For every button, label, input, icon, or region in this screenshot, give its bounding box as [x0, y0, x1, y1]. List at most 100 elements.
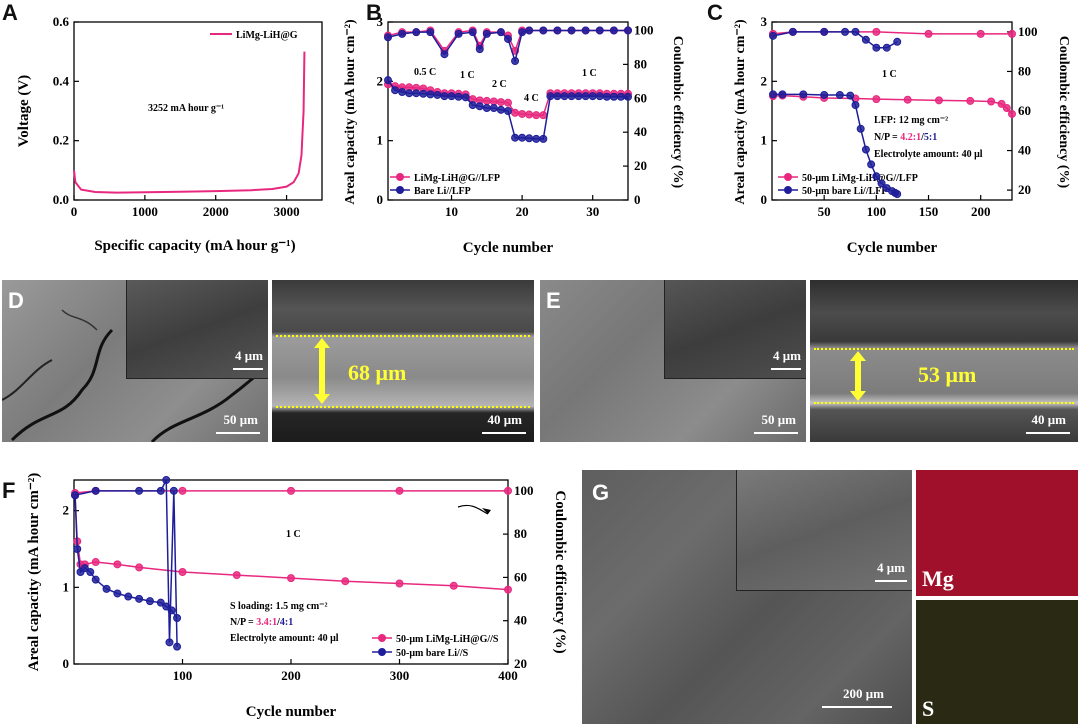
chart-f-y2label: Coulombic efficiency (%)	[552, 490, 568, 653]
chart-b-ylabel: Areal capacity (mA hour cm⁻²)	[343, 19, 358, 205]
B-series-1-point-4	[412, 89, 421, 98]
chart-f-info-0: S loading: 1.5 mg cm⁻²	[230, 601, 327, 612]
B-y2tick-label-5: 100	[634, 22, 654, 37]
panel-c-label: C	[707, 0, 723, 25]
F-series-3-point-4	[162, 476, 171, 484]
C-ytick-label-3: 3	[761, 14, 768, 29]
B-series-0-point-16	[496, 98, 505, 107]
eds-map-mg: Mg	[916, 470, 1078, 596]
A-ytick-label-0: 0.0	[53, 192, 69, 207]
sem-d-cross-scalebar	[482, 432, 526, 434]
chart-a-legend: LiMg-LiH@G	[236, 30, 298, 41]
B-series-3-point-4	[440, 50, 449, 59]
B-series-0-point-15	[489, 97, 498, 106]
C-series-3-point-2	[820, 27, 829, 36]
B-series-3-point-8	[482, 29, 491, 38]
sem-g-inset-scalebar-label: 4 μm	[877, 560, 905, 575]
B-series-1-point-18	[511, 133, 520, 142]
C-ytick-label-2: 2	[761, 73, 768, 88]
chart-f-info-2: Electrolyte amount: 40 μl	[230, 633, 339, 644]
F-series-3-point-6	[169, 486, 178, 495]
C-series-1-point-11	[877, 179, 886, 188]
B-series-1-point-29	[588, 92, 597, 101]
C-series-1-point-1	[778, 90, 787, 99]
F-y2tick-label-1: 40	[514, 613, 527, 628]
sem-e-scalebar	[754, 432, 798, 434]
F-xtick-label-0: 100	[173, 668, 193, 683]
eds-map-mg-label: Mg	[922, 566, 954, 591]
F-xtick-label-1: 200	[281, 668, 301, 683]
B-y2tick-label-1: 20	[634, 158, 647, 173]
B-series-3-point-9	[496, 28, 505, 37]
chart-b-y2label: Coulombic efficiency (%)	[670, 36, 685, 189]
B-series-3-point-17	[581, 26, 590, 35]
sem-e-thickness: 53 μm	[918, 362, 977, 387]
sem-d-inset-scalebar	[233, 368, 263, 370]
sem-g-scalebar	[822, 706, 892, 708]
C-series-2-point-6	[1008, 29, 1016, 38]
F-series-0-point-9	[287, 574, 295, 583]
C-series-1-point-2	[799, 90, 808, 99]
B-series-1-point-27	[574, 92, 583, 101]
C-xtick-label-0: 50	[818, 204, 831, 219]
B-series-3-point-19	[609, 26, 618, 35]
chart-c-info-np: N/P = 4.2:1/5:1	[874, 132, 937, 143]
F-series-1-point-10	[145, 597, 154, 606]
B-ytick-label-3: 3	[377, 14, 384, 29]
C-series-1-point-3	[820, 90, 829, 99]
C-series-3-point-0	[769, 31, 778, 40]
F-series-1-point-3	[80, 564, 89, 573]
F-ytick-label-1: 1	[63, 579, 70, 594]
B-series-1-point-26	[567, 92, 576, 101]
F-series-0-point-4	[91, 558, 100, 567]
chart-b-frame	[387, 21, 629, 201]
eds-map-s: S	[916, 600, 1078, 724]
B-series-1-point-13	[475, 102, 484, 111]
sem-e-cross-scalebar	[1026, 432, 1070, 434]
B-series-3-point-18	[595, 26, 604, 35]
chart-b-legend-1: Bare Li//LFP	[414, 186, 471, 197]
sem-e-inset-scalebar-label: 4 μm	[773, 348, 801, 363]
panel-e-label: E	[546, 288, 561, 313]
chart-c-xlabel: Cycle number	[847, 240, 938, 256]
B-series-0-point-17	[504, 98, 512, 107]
F-series-1-point-5	[91, 575, 100, 584]
C-series-line-0	[772, 94, 1013, 115]
sem-d-inset-scalebar-label: 4 μm	[235, 348, 263, 363]
B-series-1-point-10	[454, 92, 463, 101]
B-series-1-point-17	[504, 107, 512, 115]
B-series-1-point-23	[546, 92, 555, 101]
C-series-3-point-6	[872, 43, 881, 52]
B-series-1-point-0	[384, 76, 392, 85]
sem-d-arrow	[314, 338, 330, 404]
B-y2tick-label-2: 40	[634, 124, 647, 139]
F-y2tick-label-4: 100	[514, 483, 534, 498]
C-series-1-point-4	[835, 90, 844, 99]
C-series-2-point-4	[924, 29, 933, 38]
C-series-3-point-1	[788, 27, 797, 36]
sem-e-surface: 4 μm 50 μm	[540, 280, 806, 442]
F-y2tick-label-3: 80	[514, 526, 527, 541]
C-series-0-point-7	[934, 96, 943, 105]
C-xtick-label-2: 150	[919, 204, 939, 219]
C-series-2-point-5	[976, 29, 985, 38]
B-series-3-point-12	[518, 28, 527, 37]
C-series-0-point-10	[997, 99, 1006, 108]
B-series-1-point-7	[433, 90, 442, 99]
B-series-3-point-2	[412, 28, 421, 37]
sem-e-line-bottom	[814, 402, 1074, 404]
C-series-0-point-5	[872, 95, 881, 104]
B-series-1-point-8	[440, 92, 449, 101]
panel-d-label: D	[8, 288, 24, 313]
C-y2tick-label-2: 60	[1018, 103, 1031, 118]
C-series-3-point-3	[841, 27, 850, 36]
chart-c-y2label: Coulombic efficiency (%)	[1056, 36, 1071, 189]
F-series-line-3	[74, 479, 178, 647]
B-series-3-point-7	[475, 45, 484, 54]
B-series-3-point-13	[525, 26, 534, 35]
F-series-1-point-8	[124, 592, 133, 601]
B-series-3-point-3	[426, 28, 435, 37]
sem-g-inset-scalebar	[875, 580, 907, 582]
A-xtick-label-1: 1000	[132, 204, 158, 219]
F-series-2-point-3	[287, 486, 295, 495]
